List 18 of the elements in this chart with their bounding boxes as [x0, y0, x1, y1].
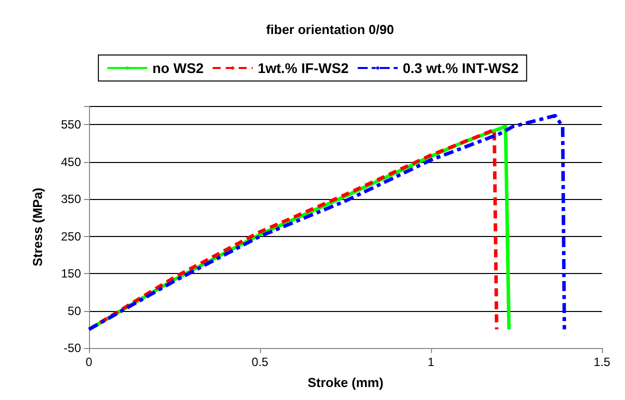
y-tick-label: 550 — [60, 118, 82, 132]
y-tick-label: 350 — [60, 192, 82, 206]
legend-label: 0.3 wt.% INT-WS2 — [402, 60, 519, 76]
line-series — [87, 114, 566, 332]
x-tick-label: 1 — [428, 355, 435, 369]
x-tick-label: 0.5 — [252, 355, 269, 369]
y-tick-label: -50 — [64, 341, 82, 355]
y-tick-label: 150 — [60, 266, 82, 281]
legend-label: no WS2 — [152, 60, 204, 76]
y-tick-label: 450 — [60, 154, 82, 169]
x-tick-label: 1.5 — [594, 355, 611, 369]
y-tick-label: 50 — [68, 304, 82, 318]
y-axis-title: Stress (MPa) — [30, 188, 45, 266]
chart-title: fiber orientation 0/90 — [266, 22, 394, 37]
x-axis-title: Stroke (mm) — [308, 375, 384, 390]
x-tick-label: 0 — [86, 355, 93, 369]
legend-label: 1wt.% IF-WS2 — [258, 60, 349, 76]
y-tick-label: 250 — [60, 229, 82, 244]
